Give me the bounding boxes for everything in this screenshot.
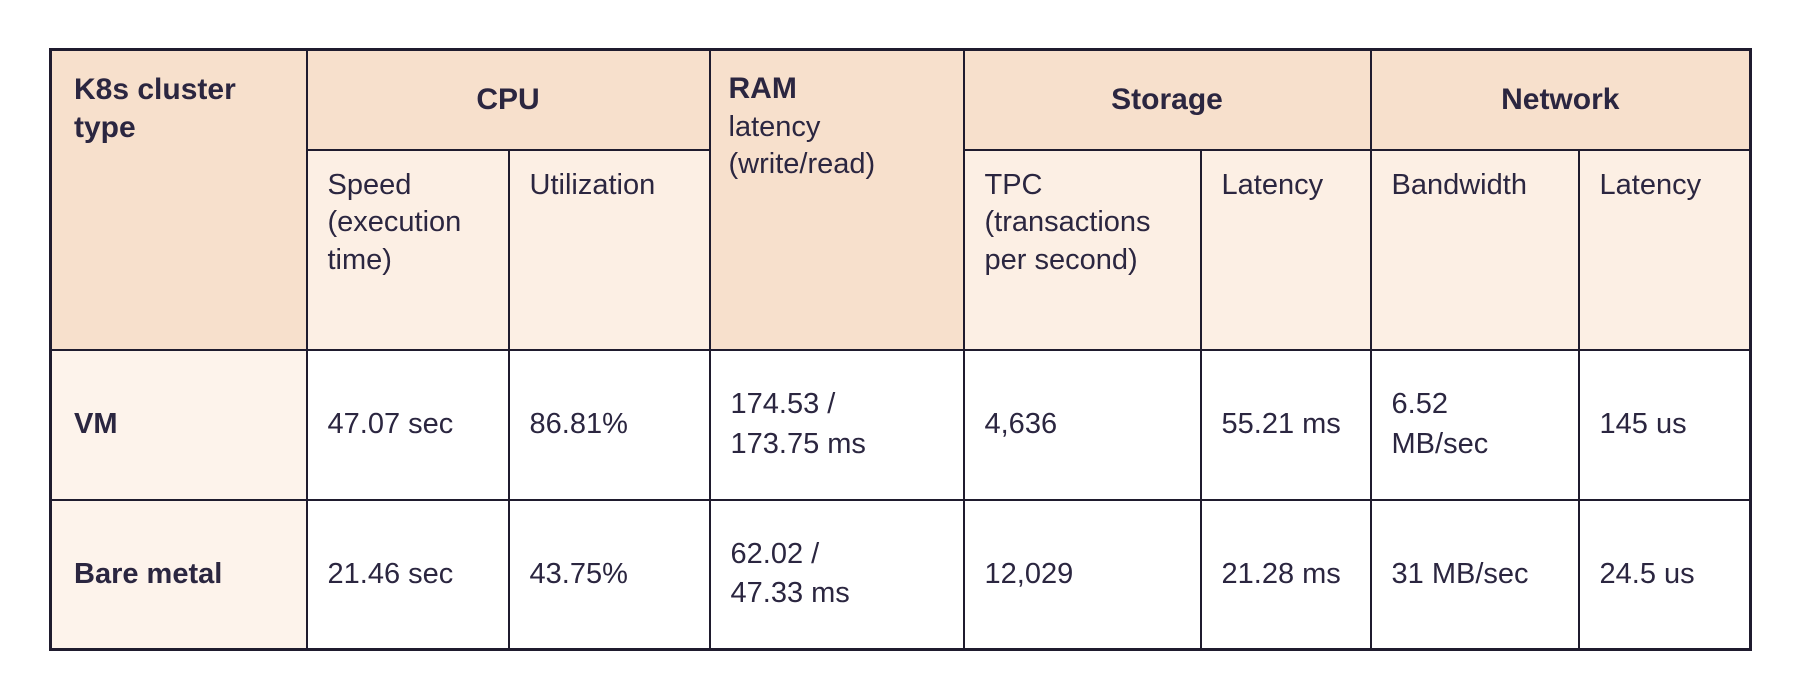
ram-label-subtitle: latency (write/read) xyxy=(728,110,876,181)
table-row-vm: VM 47.07 sec 86.81% 174.53 / 173.75 ms 4… xyxy=(49,348,1752,501)
cell-vm-cpu-speed: 47.07 sec xyxy=(305,348,510,501)
header-group-network: Network xyxy=(1369,48,1752,151)
ram-label-bold: RAM xyxy=(728,72,797,105)
cell-bare-metal-ram-latency: 62.02 / 47.33 ms xyxy=(708,498,965,651)
cell-bare-metal-cpu-utilization: 43.75% xyxy=(507,498,711,651)
cell-vm-storage-latency: 55.21 ms xyxy=(1199,348,1372,501)
subheader-storage-tpc: TPC (transactions per second) xyxy=(962,148,1202,351)
cell-vm-network-bandwidth: 6.52 MB/sec xyxy=(1369,348,1580,501)
subheader-cpu-speed: Speed (execution time) xyxy=(305,148,510,351)
cell-bare-metal-storage-tpc: 12,029 xyxy=(962,498,1202,651)
header-group-storage: Storage xyxy=(962,48,1372,151)
cell-bare-metal-cpu-speed: 21.46 sec xyxy=(305,498,510,651)
row-label-bare-metal: Bare metal xyxy=(49,498,308,651)
benchmark-table-container: K8s cluster type CPU RAM latency (write/… xyxy=(49,48,1753,651)
cell-vm-cpu-utilization: 86.81% xyxy=(507,348,711,501)
cell-bare-metal-network-latency: 24.5 us xyxy=(1577,498,1752,651)
benchmark-table: K8s cluster type CPU RAM latency (write/… xyxy=(49,48,1753,651)
header-group-cpu: CPU xyxy=(305,48,711,151)
cell-vm-storage-tpc: 4,636 xyxy=(962,348,1202,501)
cell-bare-metal-storage-latency: 21.28 ms xyxy=(1199,498,1372,651)
row-label-vm: VM xyxy=(49,348,308,501)
cell-vm-network-latency: 145 us xyxy=(1577,348,1752,501)
subheader-cpu-utilization: Utilization xyxy=(507,148,711,351)
subheader-network-bandwidth: Bandwidth xyxy=(1369,148,1580,351)
header-k8s-cluster-type: K8s cluster type xyxy=(49,48,308,351)
subheader-storage-latency: Latency xyxy=(1199,148,1372,351)
table-row-bare-metal: Bare metal 21.46 sec 43.75% 62.02 / 47.3… xyxy=(49,498,1752,651)
cell-bare-metal-network-bandwidth: 31 MB/sec xyxy=(1369,498,1580,651)
cell-vm-ram-latency: 174.53 / 173.75 ms xyxy=(708,348,965,501)
subheader-network-latency: Latency xyxy=(1577,148,1752,351)
header-group-ram-latency: RAM latency (write/read) xyxy=(708,48,965,351)
